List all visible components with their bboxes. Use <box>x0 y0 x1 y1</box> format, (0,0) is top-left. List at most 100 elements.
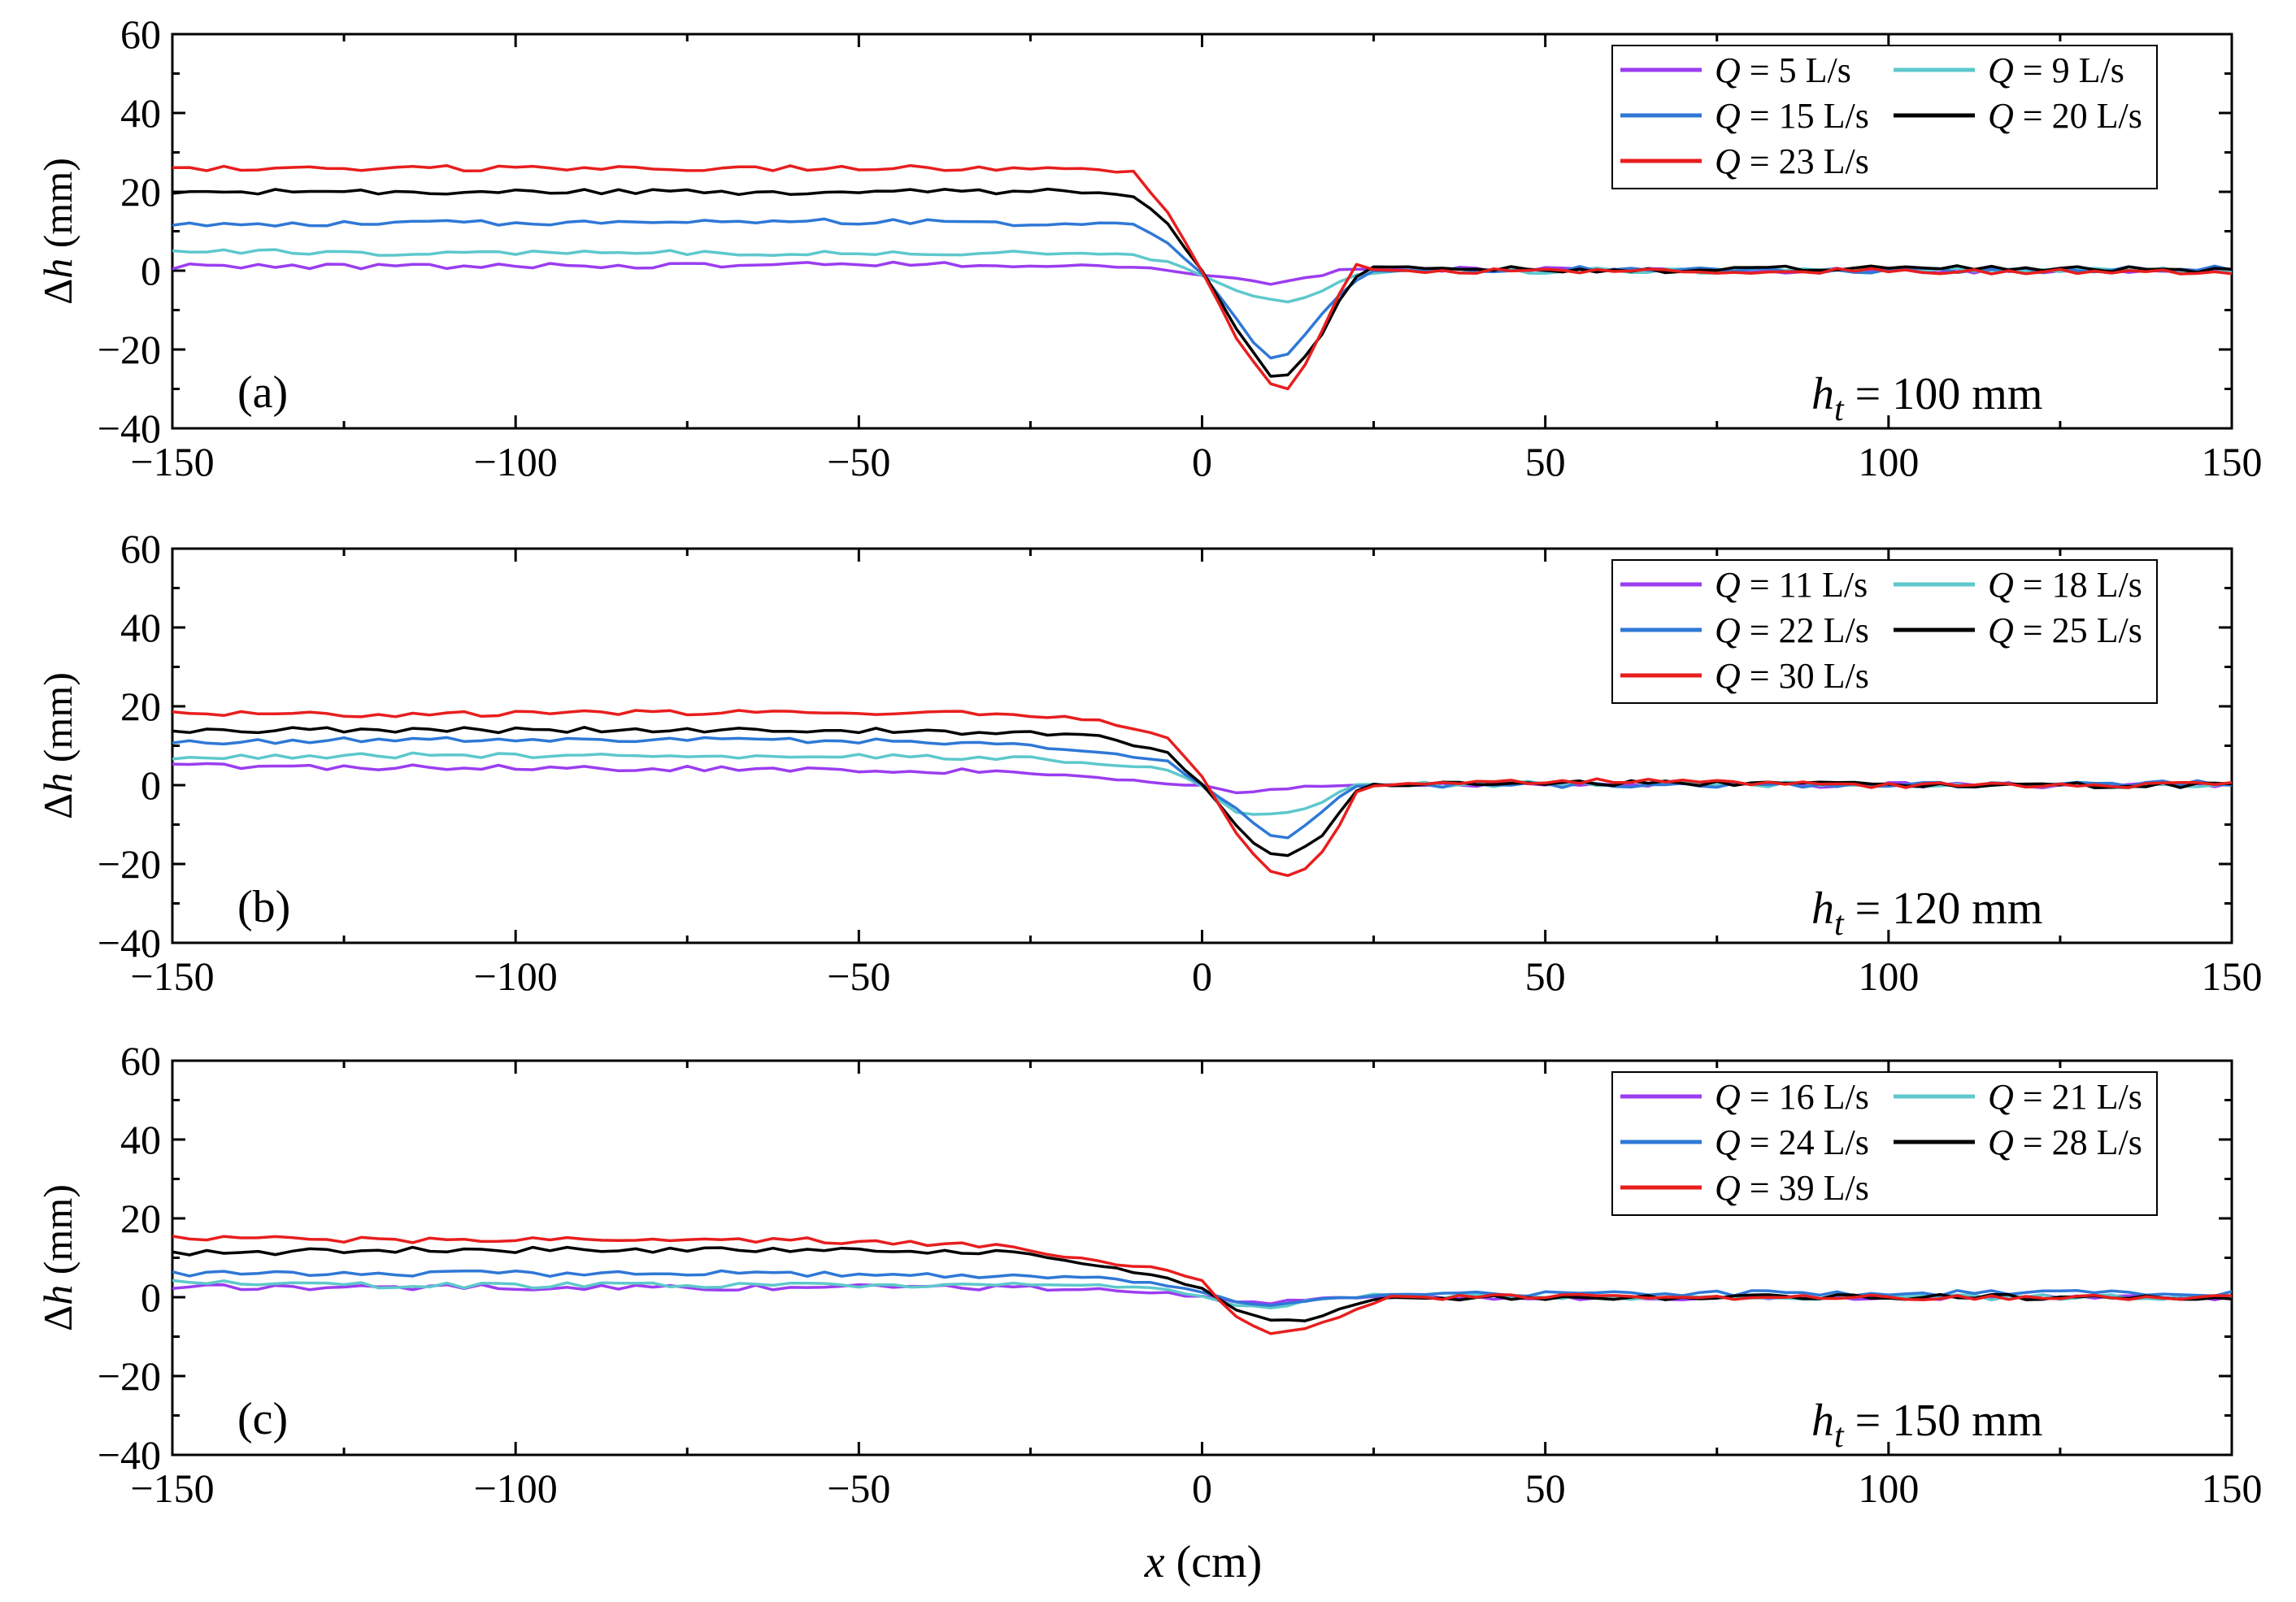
legend-q-value: = 22 L/s <box>1741 610 1869 650</box>
legend-label: Q = 22 L/s <box>1715 610 1869 650</box>
legend-q-value: = 39 L/s <box>1741 1168 1869 1208</box>
ht-value: = 100 mm <box>1844 369 2043 419</box>
x-tick-label: 100 <box>1858 439 1919 484</box>
legend-q-symbol: Q <box>1988 610 2014 650</box>
panel-label: (c) <box>237 1394 288 1444</box>
legend-q-value: = 5 L/s <box>1741 50 1851 90</box>
y-axis-title: Δh (mm) <box>35 158 80 305</box>
legend-label: Q = 9 L/s <box>1988 50 2124 90</box>
legend-box <box>1611 45 2158 189</box>
y-axis-title-delta: Δ <box>35 279 80 305</box>
x-tick-label: 0 <box>1192 439 1212 484</box>
x-tick-label: 150 <box>2202 1465 2263 1511</box>
y-axis-title-delta: Δ <box>35 1305 80 1331</box>
y-tick-label: 60 <box>120 11 161 57</box>
y-tick-label: −20 <box>98 1353 161 1399</box>
legend-label: Q = 21 L/s <box>1988 1077 2142 1117</box>
legend-q-symbol: Q <box>1715 1122 1741 1162</box>
x-tick-label: −50 <box>827 1465 890 1511</box>
y-axis-title-unit: (mm) <box>35 158 80 258</box>
y-tick-label: 20 <box>120 1196 161 1241</box>
legend-label: Q = 16 L/s <box>1715 1077 1869 1117</box>
legend-q-value: = 21 L/s <box>2014 1077 2142 1117</box>
y-tick-label: −20 <box>98 327 161 372</box>
ht-value: = 120 mm <box>1844 883 2043 934</box>
ht-subscript: t <box>1834 1417 1845 1455</box>
x-tick-label: −100 <box>474 439 558 484</box>
ht-subscript: t <box>1834 391 1845 428</box>
ht-label: ht = 150 mm <box>1811 1396 2042 1455</box>
y-tick-label: 40 <box>120 90 161 136</box>
panel-b: −150 −100 −50 0 50 100 150 −40 −20 0 20 40 60 Δh (mm)… <box>35 526 2263 999</box>
y-axis-title-delta: Δ <box>35 793 80 819</box>
y-tick-label: −20 <box>98 841 161 887</box>
legend-q-symbol: Q <box>1715 96 1741 136</box>
series-line-23-ls <box>172 163 2232 391</box>
x-axis-title-unit: (cm) <box>1165 1537 1263 1587</box>
legend-label: Q = 23 L/s <box>1715 141 1869 181</box>
legend-q-symbol: Q <box>1715 610 1741 650</box>
y-tick-label: −40 <box>98 1432 161 1478</box>
legend-q-symbol: Q <box>1988 50 2014 90</box>
ht-label: ht = 100 mm <box>1811 369 2042 428</box>
legend-q-value: = 16 L/s <box>1741 1077 1869 1117</box>
y-tick-label: 60 <box>120 526 161 571</box>
legend-q-value: = 25 L/s <box>2014 610 2142 650</box>
series-line-30-ls <box>172 709 2232 878</box>
legend-q-symbol: Q <box>1988 1122 2014 1162</box>
panels: −150 −100 −50 0 50 100 150 −40 −20 0 20 40 60 Δh (mm)… <box>35 11 2263 1511</box>
legend-label: Q = 5 L/s <box>1715 50 1851 90</box>
legend-q-symbol: Q <box>1715 1077 1741 1117</box>
series-line-24-ls <box>172 1269 2232 1307</box>
legend-q-symbol: Q <box>1715 656 1741 696</box>
x-tick-label: −150 <box>130 1465 214 1511</box>
legend-q-value: = 15 L/s <box>1741 96 1869 136</box>
x-axis-title-italic: x <box>1144 1537 1165 1587</box>
legend-label: Q = 28 L/s <box>1988 1122 2142 1162</box>
x-tick-label: 100 <box>1858 953 1919 999</box>
x-tick-label: −50 <box>827 439 890 484</box>
series-line-39-ls <box>172 1235 2232 1335</box>
x-tick-label: −150 <box>130 953 214 999</box>
y-tick-label: 40 <box>120 1117 161 1162</box>
legend-q-symbol: Q <box>1715 141 1741 181</box>
y-tick-label: 0 <box>141 248 161 293</box>
x-tick-label: 150 <box>2202 439 2263 484</box>
legend-q-value: = 23 L/s <box>1741 141 1869 181</box>
legend-q-symbol: Q <box>1988 96 2014 136</box>
y-tick-label: 20 <box>120 684 161 729</box>
legend-q-value: = 9 L/s <box>2014 50 2124 90</box>
panel-c: −150 −100 −50 0 50 100 150 −40 −20 0 20 40 60 Δh (mm)… <box>35 1038 2263 1511</box>
legend-q-value: = 30 L/s <box>1741 656 1869 696</box>
y-axis-title-h: h <box>35 773 80 793</box>
x-axis-title: x (cm) <box>1144 1537 1263 1587</box>
ht-label: ht = 120 mm <box>1811 883 2042 943</box>
ht-symbol: h <box>1811 369 1834 419</box>
x-tick-label: −150 <box>130 439 214 484</box>
x-tick-label: −50 <box>827 953 890 999</box>
legend-q-symbol: Q <box>1988 1077 2014 1117</box>
legend-q-value: = 11 L/s <box>1741 565 1868 605</box>
legend-label: Q = 39 L/s <box>1715 1168 1869 1208</box>
legend-q-value: = 18 L/s <box>2014 565 2142 605</box>
y-tick-label: 60 <box>120 1038 161 1083</box>
panel-label: (a) <box>237 367 288 418</box>
legend-label: Q = 15 L/s <box>1715 96 1869 136</box>
legend-q-value: = 28 L/s <box>2014 1122 2142 1162</box>
y-tick-label: 0 <box>141 1274 161 1320</box>
x-tick-label: −100 <box>474 953 558 999</box>
x-tick-label: 50 <box>1525 1465 1566 1511</box>
ht-symbol: h <box>1811 1396 1834 1446</box>
legend-label: Q = 11 L/s <box>1715 565 1868 605</box>
y-axis-title-unit: (mm) <box>35 1184 80 1285</box>
x-tick-label: 50 <box>1525 953 1566 999</box>
y-axis-title-unit: (mm) <box>35 672 80 773</box>
x-tick-label: 100 <box>1858 1465 1919 1511</box>
legend-label: Q = 18 L/s <box>1988 565 2142 605</box>
legend-q-symbol: Q <box>1715 50 1741 90</box>
x-tick-label: 0 <box>1192 1465 1212 1511</box>
x-tick-label: −100 <box>474 1465 558 1511</box>
legend-q-symbol: Q <box>1988 565 2014 605</box>
